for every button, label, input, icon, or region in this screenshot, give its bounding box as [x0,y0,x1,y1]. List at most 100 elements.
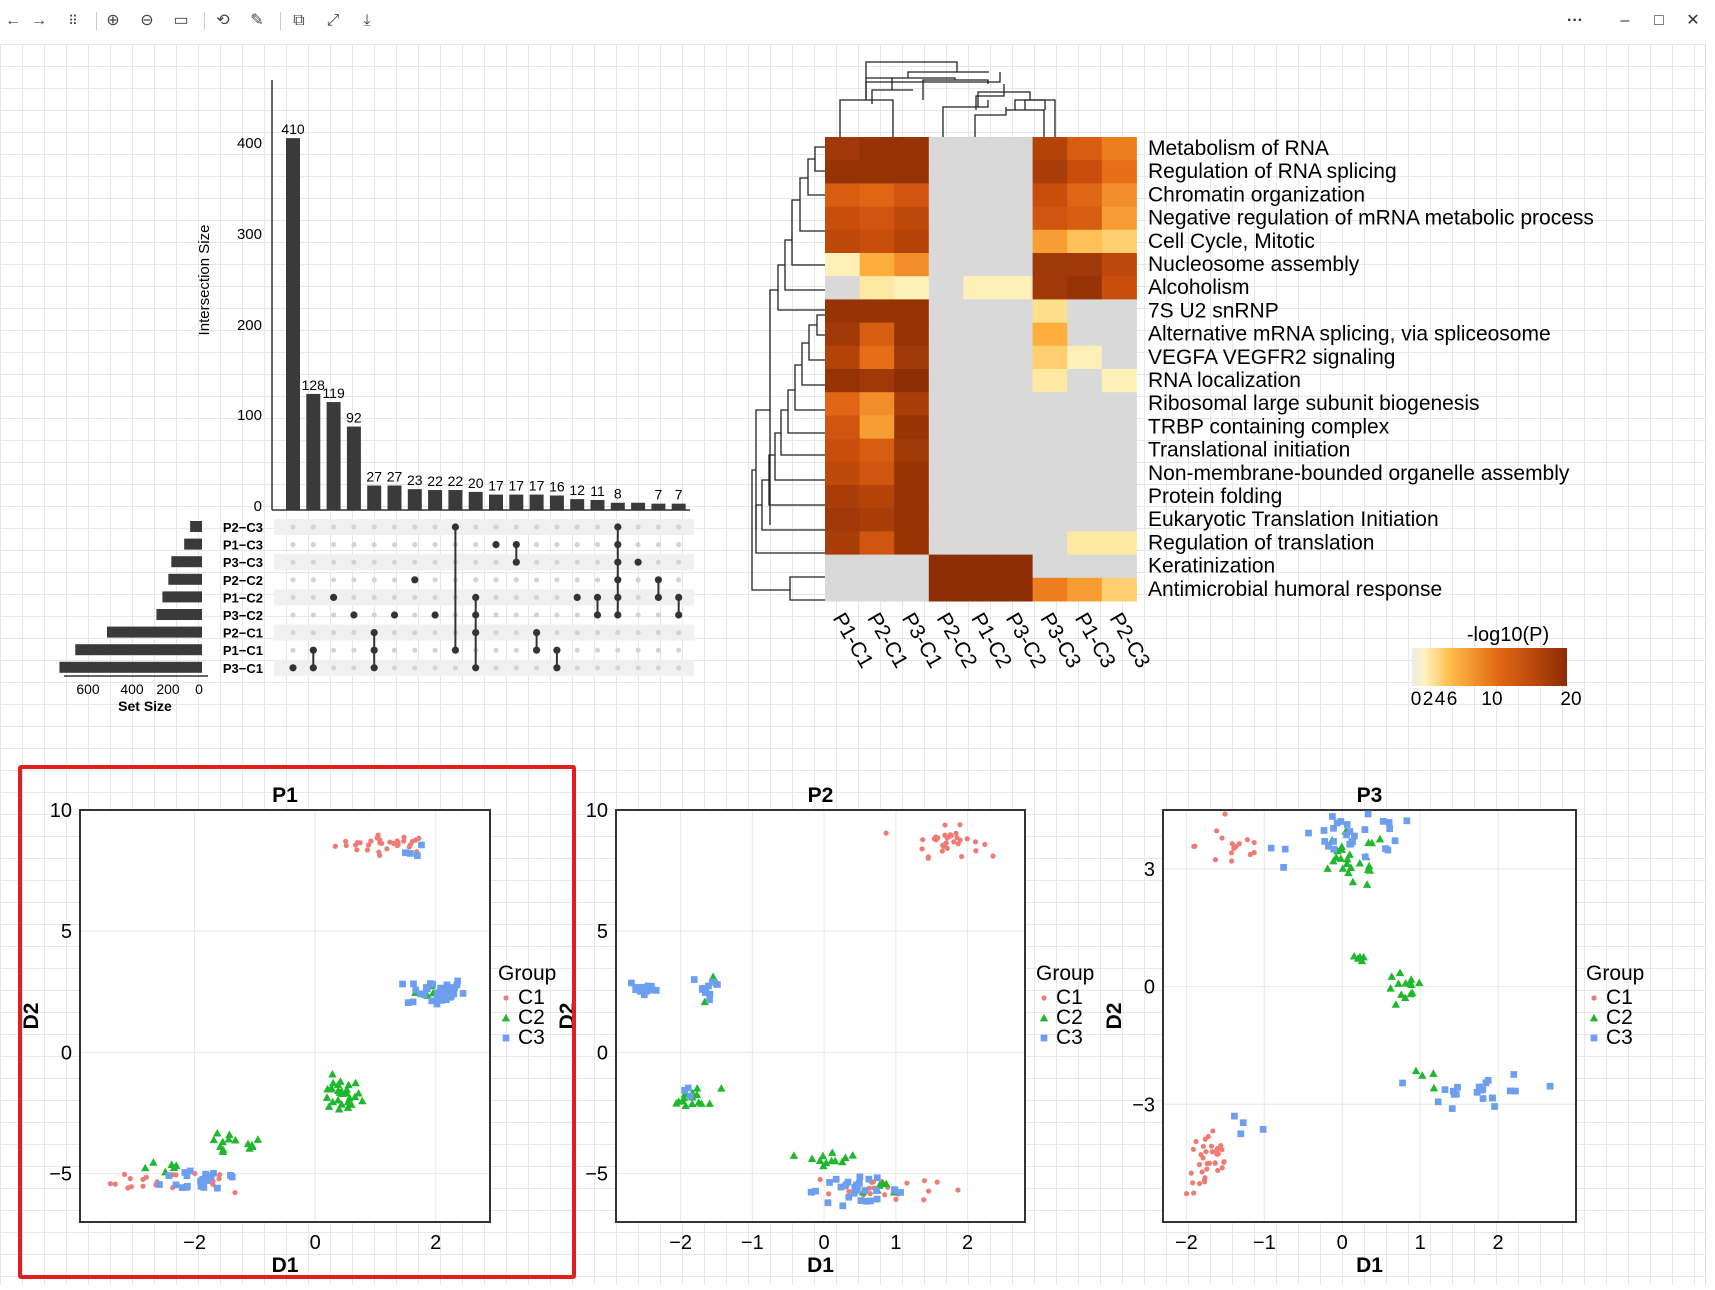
point-c3 [643,987,651,995]
matrix-dot-filled [675,611,683,619]
zoom-in-icon[interactable]: ⊕ [106,12,120,29]
edit-icon[interactable]: ✎ [250,12,264,29]
heatmap-cell [859,577,895,602]
point-c2 [1386,984,1395,992]
point-c2 [1397,990,1406,998]
point-c3 [852,1186,860,1194]
heatmap-cell [825,577,861,602]
point-c1 [921,1178,928,1184]
matrix-dot-empty [310,542,316,548]
point-c2 [253,1135,263,1143]
heatmap-cell [998,461,1034,486]
rotate-icon[interactable]: ⟲ [216,12,230,29]
point-c3 [865,1175,873,1183]
forward-arrow-icon[interactable]: → [31,12,47,29]
point-c3 [873,1195,881,1203]
heatmap-cell [963,253,999,277]
point-c1 [1203,1149,1209,1155]
maximize-button[interactable]: □ [1654,12,1664,29]
y-tick-label: −5 [49,1164,72,1186]
zoom-out-icon[interactable]: ⊖ [140,12,154,29]
point-c1 [959,853,965,860]
point-c2 [322,1093,332,1101]
point-c3 [1403,817,1411,825]
point-c3 [179,1184,186,1191]
point-c2 [225,1130,234,1139]
matrix-dot-empty [655,647,662,653]
legend-tick: 0 [1411,689,1422,710]
y-tick-label: 10 [50,800,72,822]
download-icon[interactable]: ⤓ [363,12,371,29]
point-c1 [957,822,963,828]
point-c1 [1191,843,1197,850]
heatmap-cell [1101,345,1137,370]
point-c2 [1375,834,1385,843]
matrix-row-band [274,589,694,606]
point-c1 [1193,1138,1199,1145]
heatmap-cell [1101,369,1137,393]
point-c2 [333,1095,343,1104]
heatmap-cell [998,183,1034,208]
set-label: P1−C1 [223,643,263,658]
heatmap-cell [825,508,861,532]
point-c3 [172,1181,180,1189]
point-c3 [690,976,698,983]
heatmap-cell [859,345,895,370]
point-c1 [1191,1190,1197,1196]
matrix-dot-empty [331,559,337,565]
intersection-bar [651,503,666,510]
point-c1 [343,838,349,845]
set-size-bar [106,626,202,638]
point-c3 [410,980,417,988]
point-c1 [1183,1191,1190,1197]
point-c3 [401,849,409,857]
point-c3 [1491,1103,1498,1110]
crop-icon[interactable]: ⧉ [293,12,305,29]
fit-icon[interactable]: ▭ [173,12,189,29]
point-c3 [412,986,420,994]
matrix-dot-empty [513,577,519,583]
close-button[interactable]: ✕ [1686,12,1700,29]
point-c3 [1475,1083,1483,1091]
heatmap-cell [998,415,1034,440]
fullscreen-icon[interactable]: ⤢ [326,12,340,29]
point-c1 [387,839,393,845]
point-c2 [1405,979,1415,987]
point-c2 [328,1078,338,1087]
x-tick-label: 2 [430,1232,441,1254]
point-c1 [173,1172,179,1178]
matrix-dot-empty [473,524,479,530]
matrix-dot-empty [655,542,662,548]
point-c1 [1190,1180,1196,1186]
matrix-dot-filled [472,629,480,637]
point-c1 [1228,850,1235,856]
point-c3 [1343,821,1351,828]
set-label: P3−C2 [223,608,263,623]
matrix-dot-empty [615,665,621,671]
point-c1 [990,853,996,859]
set-label: P2−C1 [223,626,263,641]
matrix-dot-empty [351,577,357,583]
point-c3 [861,1187,869,1194]
pathway-label: Alcoholism [1148,276,1250,299]
heatmap-cell [1032,461,1068,486]
back-arrow-icon[interactable]: ← [5,12,21,29]
point-c2 [789,1151,799,1159]
more-options-button[interactable]: ··· [1567,12,1583,29]
heatmap-cell [894,299,930,324]
point-c1 [377,840,383,846]
grid-icon[interactable]: ⠿ [68,13,78,28]
heatmap-cell [825,253,861,277]
point-c2 [1415,978,1424,987]
heatmap-cell [1067,415,1103,440]
intersection-bar [306,393,321,510]
minimize-button[interactable]: – [1620,12,1630,29]
point-c3 [1329,813,1336,820]
point-c2 [807,1154,817,1162]
heatmap-cell [894,577,930,602]
point-c2 [1429,1083,1439,1092]
matrix-dot-empty [594,647,601,653]
legend-item-label: C1 [1056,986,1083,1009]
point-c2 [831,1156,840,1165]
matrix-dot-empty [676,630,682,636]
